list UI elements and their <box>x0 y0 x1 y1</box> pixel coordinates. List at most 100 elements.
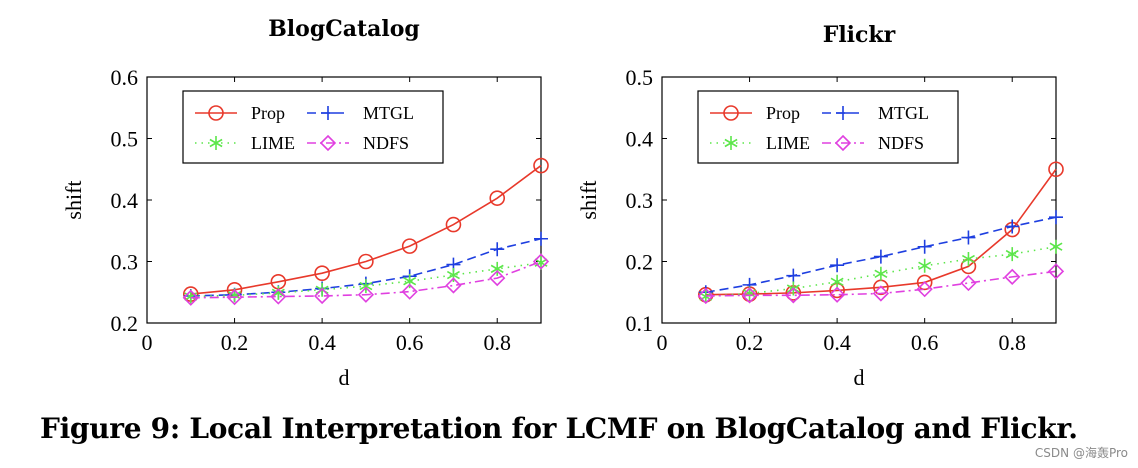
legend-entry-prop: Prop <box>195 103 285 123</box>
x-tick-label: 0.8 <box>483 330 511 355</box>
series-line <box>190 261 542 298</box>
data-point <box>916 281 933 298</box>
y-tick-label: 0.2 <box>111 311 139 336</box>
y-axis-label: shift <box>61 180 86 219</box>
series-lime <box>184 255 548 304</box>
data-point <box>226 289 243 306</box>
data-point <box>490 242 505 257</box>
series-ndfs <box>182 253 550 306</box>
data-point <box>918 258 932 273</box>
data-point <box>874 266 888 281</box>
data-point <box>1047 263 1065 280</box>
series-line <box>705 270 1057 297</box>
data-point <box>446 268 460 283</box>
legend-entry-mtgl: MTGL <box>307 103 414 123</box>
data-point <box>741 287 758 304</box>
data-point <box>270 288 287 305</box>
legend-entry-ndfs: NDFS <box>307 133 409 153</box>
data-point <box>1049 210 1063 225</box>
legend: Prop MTGL LIME NDFS <box>182 90 444 164</box>
data-point <box>314 265 330 281</box>
y-tick-label: 0.1 <box>626 311 654 336</box>
data-point <box>489 269 506 287</box>
data-point <box>873 249 888 264</box>
y-tick-label: 0.4 <box>111 188 139 213</box>
y-tick-label: 0.5 <box>111 127 139 152</box>
data-point <box>534 231 548 246</box>
data-point <box>533 157 549 174</box>
series-ndfs <box>697 263 1065 305</box>
data-point <box>403 274 417 289</box>
data-point <box>916 274 933 291</box>
y-tick-label: 0.4 <box>626 127 654 152</box>
data-point <box>1004 268 1021 286</box>
data-point <box>357 286 375 303</box>
legend-marker <box>319 134 337 152</box>
chart-title: Flickr <box>823 22 896 48</box>
data-point <box>532 253 550 270</box>
legend-box <box>182 90 444 164</box>
legend-entry-mtgl: MTGL <box>822 103 929 123</box>
data-point <box>786 268 801 283</box>
x-tick-label: 0.8 <box>998 330 1026 355</box>
x-tick-label: 0.6 <box>396 330 424 355</box>
data-point <box>960 274 977 292</box>
x-axis-label: d <box>854 365 865 390</box>
data-point <box>830 258 845 273</box>
data-point <box>359 279 373 294</box>
legend-entry-prop: Prop <box>710 103 800 123</box>
y-tick-label: 0.5 <box>626 65 654 90</box>
x-tick-label: 0.4 <box>308 330 336 355</box>
legend-entry-ndfs: NDFS <box>822 133 924 153</box>
data-point <box>445 216 462 233</box>
x-tick-label: 0.4 <box>823 330 851 355</box>
data-point <box>490 261 504 276</box>
legend-marker <box>209 136 223 150</box>
data-point <box>313 287 331 305</box>
data-point <box>358 253 374 270</box>
x-tick-label: 0 <box>142 330 153 355</box>
y-tick-label: 0.3 <box>626 188 654 213</box>
series-line <box>190 260 542 299</box>
series-line <box>705 216 1057 294</box>
data-point <box>830 274 844 289</box>
legend-marker <box>723 105 739 121</box>
data-point <box>961 252 975 267</box>
legend-label: MTGL <box>878 103 929 123</box>
x-tick-label: 0.2 <box>736 330 764 355</box>
legend-marker <box>836 106 850 120</box>
x-tick-label: 0 <box>657 330 668 355</box>
legend-label: Prop <box>766 103 800 123</box>
data-point <box>1005 247 1019 262</box>
y-tick-label: 0.6 <box>111 65 139 90</box>
legend-entry-lime: LIME <box>195 133 295 153</box>
data-point <box>489 190 506 206</box>
legend-label: NDFS <box>878 133 924 153</box>
legend-marker <box>834 134 852 152</box>
data-point <box>828 286 846 303</box>
x-tick-label: 0.2 <box>221 330 249 355</box>
data-point <box>1049 239 1063 254</box>
data-point <box>917 239 932 254</box>
series-line <box>190 164 542 295</box>
x-tick-label: 0.6 <box>911 330 939 355</box>
data-point <box>785 287 802 304</box>
y-tick-label: 0.2 <box>626 250 654 275</box>
legend: Prop MTGL LIME NDFS <box>697 90 959 164</box>
data-point <box>271 285 285 300</box>
data-point <box>182 289 199 306</box>
data-point <box>1005 219 1020 234</box>
legend-label: Prop <box>251 103 285 123</box>
legend-marker <box>321 106 335 120</box>
legend-entry-lime: LIME <box>710 133 810 153</box>
legend-label: LIME <box>251 133 295 153</box>
data-point <box>445 277 462 294</box>
chart-title: BlogCatalog <box>268 16 420 42</box>
legend-label: MTGL <box>363 103 414 123</box>
watermark: CSDN @海轰Pro <box>1034 446 1128 460</box>
data-point <box>872 285 890 302</box>
data-point <box>401 283 418 300</box>
figure-caption: Figure 9: Local Interpretation for LCMF … <box>40 412 1078 445</box>
